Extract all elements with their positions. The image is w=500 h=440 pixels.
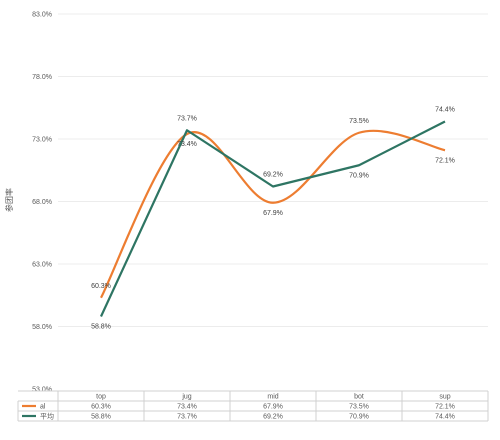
legend-entry: 平均 <box>40 412 54 421</box>
data-label: 67.9% <box>263 210 283 217</box>
x-tick-label: mid <box>267 394 278 401</box>
y-axis-label: 参团率 <box>4 188 14 212</box>
data-labels: 60.3% 73.4% 67.9% 73.5% 72.1% 58.8% 73.7% 69.2%… <box>91 107 455 331</box>
y-tick-label: 68.0% <box>32 199 52 206</box>
table-cell: 58.8% <box>91 414 111 421</box>
data-label: 73.4% <box>177 141 197 148</box>
data-label: 72.1% <box>435 157 455 164</box>
data-table: top jug mid bot sup al 60.3% 73.4% 67.9% 73.5% 72.… <box>17 390 489 422</box>
y-axis-tick-labels: 53.0% 58.0% 63.0% 68.0% 73.0% 78.0% 83.0% <box>32 12 52 394</box>
table-cell: 72.1% <box>435 404 455 411</box>
table-cell: 73.4% <box>177 404 197 411</box>
table-cell: 69.2% <box>263 414 283 421</box>
data-label: 58.8% <box>91 324 111 331</box>
x-tick-label: jug <box>181 394 191 401</box>
y-tick-label: 53.0% <box>32 387 52 394</box>
y-tick-label: 58.0% <box>32 324 52 331</box>
x-tick-label: bot <box>354 394 364 401</box>
y-tick-label: 83.0% <box>32 12 52 19</box>
data-label: 70.9% <box>349 172 369 179</box>
y-tick-label: 78.0% <box>32 74 52 81</box>
series-lines <box>100 120 446 317</box>
table-cell: 74.4% <box>435 414 455 421</box>
y-tick-label: 63.0% <box>32 262 52 269</box>
data-label: 73.5% <box>349 118 369 125</box>
data-label: 60.3% <box>91 283 111 290</box>
x-tick-label: sup <box>439 394 450 401</box>
table-cell: 73.5% <box>349 404 369 411</box>
data-label: 74.4% <box>435 107 455 114</box>
table-cell: 70.9% <box>349 414 369 421</box>
series-line-平均 <box>100 120 446 317</box>
table-cell: 60.3% <box>91 404 111 411</box>
series-line-al <box>100 129 446 299</box>
data-label: 73.7% <box>177 115 197 122</box>
table-cell: 73.7% <box>177 414 197 421</box>
x-tick-label: top <box>96 394 106 401</box>
data-label: 69.2% <box>263 172 283 179</box>
table-cell: 67.9% <box>263 404 283 411</box>
y-tick-label: 73.0% <box>32 137 52 144</box>
legend-entry: al <box>40 404 46 411</box>
gridlines <box>58 13 488 327</box>
